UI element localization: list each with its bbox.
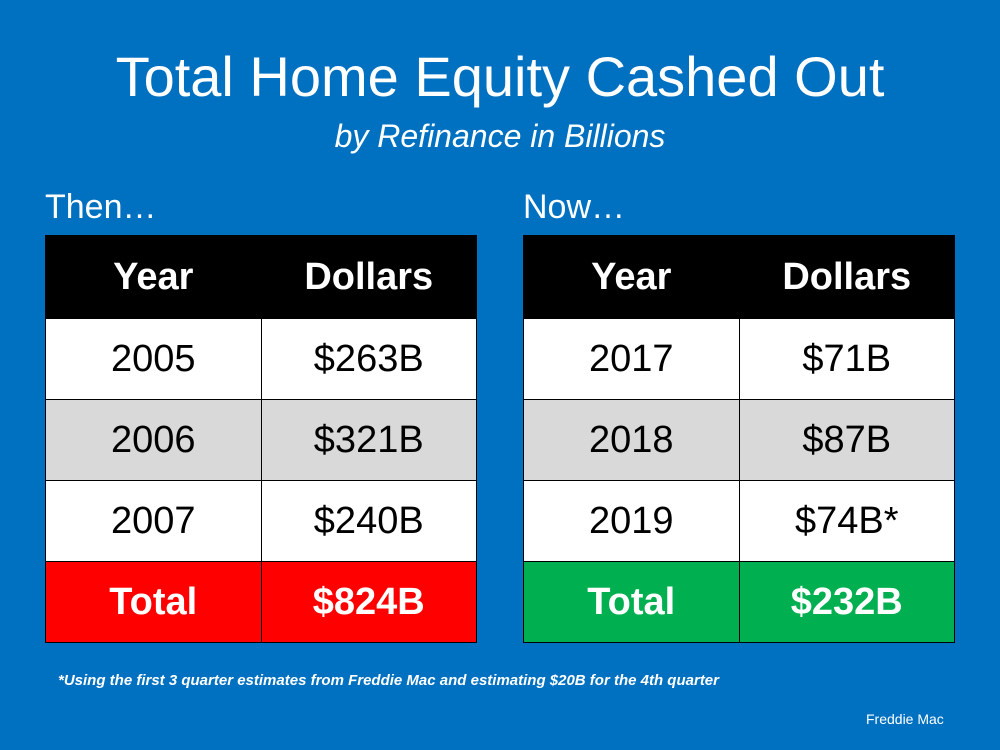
table-header-row: Year Dollars	[45, 235, 477, 319]
table-row: 2007 $240B	[45, 480, 477, 562]
year-cell: 2017	[523, 318, 740, 400]
dollars-cell: $263B	[260, 318, 477, 400]
then-table: Year Dollars 2005 $263B 2006 $321B 2007 …	[45, 235, 477, 643]
total-label: Total	[45, 561, 262, 643]
source-credit: Freddie Mac	[866, 711, 944, 727]
total-row: Total $232B	[523, 561, 955, 643]
header-dollars: Dollars	[260, 235, 477, 319]
table-row: 2018 $87B	[523, 399, 955, 481]
total-label: Total	[523, 561, 740, 643]
header-year: Year	[523, 235, 740, 319]
year-cell: 2007	[45, 480, 262, 562]
dollars-cell: $71B	[738, 318, 955, 400]
then-label: Then…	[45, 188, 157, 226]
total-dollars: $232B	[738, 561, 955, 643]
dollars-cell: $74B*	[738, 480, 955, 562]
header-year: Year	[45, 235, 262, 319]
total-row: Total $824B	[45, 561, 477, 643]
page-title: Total Home Equity Cashed Out	[115, 45, 885, 108]
year-cell: 2005	[45, 318, 262, 400]
now-label: Now…	[523, 188, 626, 226]
year-cell: 2006	[45, 399, 262, 481]
year-cell: 2018	[523, 399, 740, 481]
year-cell: 2019	[523, 480, 740, 562]
table-row: 2005 $263B	[45, 318, 477, 400]
table-row: 2006 $321B	[45, 399, 477, 481]
total-dollars: $824B	[260, 561, 477, 643]
table-row: 2019 $74B*	[523, 480, 955, 562]
footnote: *Using the first 3 quarter estimates fro…	[58, 672, 719, 689]
header-dollars: Dollars	[738, 235, 955, 319]
page-subtitle: by Refinance in Billions	[334, 118, 666, 154]
now-table: Year Dollars 2017 $71B 2018 $87B 2019 $7…	[523, 235, 955, 643]
table-header-row: Year Dollars	[523, 235, 955, 319]
dollars-cell: $240B	[260, 480, 477, 562]
table-row: 2017 $71B	[523, 318, 955, 400]
dollars-cell: $87B	[738, 399, 955, 481]
dollars-cell: $321B	[260, 399, 477, 481]
